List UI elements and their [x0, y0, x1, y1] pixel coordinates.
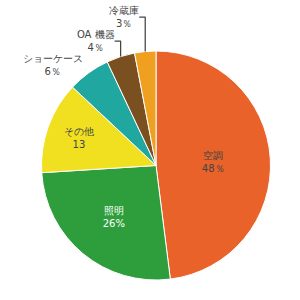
- svg-text:その他13: その他13: [64, 126, 94, 150]
- svg-text:OA 機器4％: OA 機器4％: [77, 29, 115, 53]
- svg-text:冷蔵庫3％: 冷蔵庫3％: [109, 5, 139, 29]
- svg-text:照明26%: 照明26%: [103, 205, 125, 229]
- svg-text:ショーケース6％: ショーケース6％: [23, 53, 83, 77]
- svg-text:空調48％: 空調48％: [202, 150, 225, 174]
